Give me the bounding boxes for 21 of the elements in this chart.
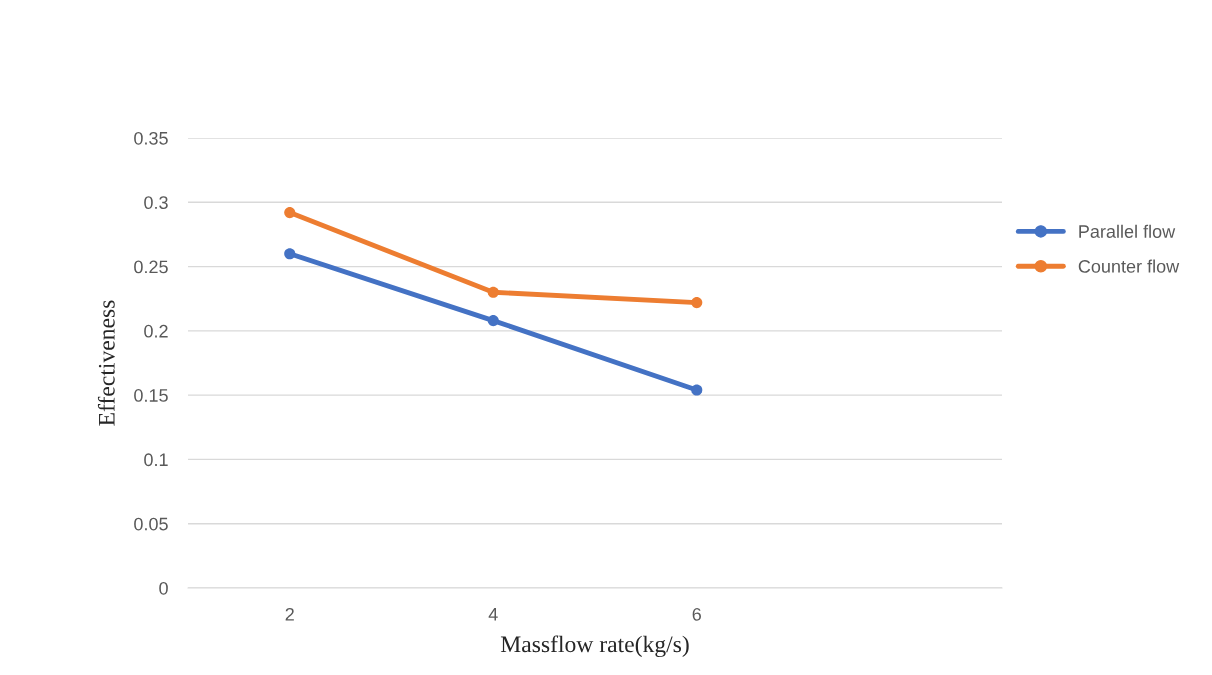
- y-tick-label: 0.1: [144, 453, 168, 467]
- x-axis-title: Massflow rate(kg/s): [500, 635, 689, 658]
- point: [284, 248, 296, 260]
- x-tick-label: 2: [285, 607, 294, 621]
- point: [284, 207, 296, 219]
- y-tick-label: 0.25: [134, 260, 168, 274]
- point: [487, 286, 499, 298]
- y-tick-label: 0.3: [144, 196, 168, 210]
- point: [487, 315, 499, 327]
- point: [691, 297, 703, 309]
- y-tick-label: 0.15: [134, 389, 168, 402]
- legend-label: Counter flow: [1078, 259, 1180, 273]
- y-axis-title: Effectiveness: [97, 300, 115, 426]
- legend-label: Parallel flow: [1079, 224, 1176, 238]
- y-tick-label: 0.2: [144, 324, 168, 338]
- x-tick-label: 6: [692, 607, 701, 621]
- x-tick-label: 4: [488, 608, 498, 621]
- point: [691, 384, 703, 396]
- y-tick-label: 0: [159, 581, 168, 595]
- y-tick-label: 0.35: [134, 131, 168, 145]
- y-tick-label: 0.05: [134, 517, 168, 531]
